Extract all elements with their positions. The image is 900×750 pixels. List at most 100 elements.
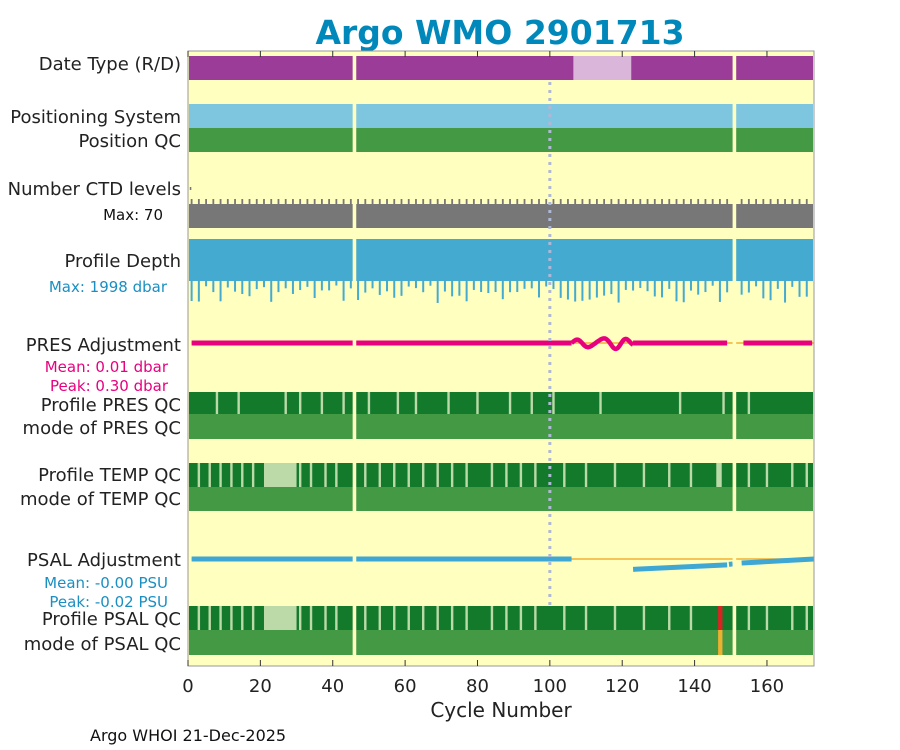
annotation-pres-peak: Peak: 0.30 dbar (50, 377, 169, 395)
chart-title: Argo WMO 2901713 (315, 13, 684, 52)
ctd-level-tick-131 (661, 199, 663, 204)
ctd-level-tick-107 (574, 199, 577, 204)
profile-depth-spike-153 (740, 281, 743, 295)
annotation-psal-peak: Peak: -0.02 PSU (49, 593, 168, 611)
profile-depth-spike-97 (537, 281, 540, 298)
ctd-level-tick-25 (277, 199, 280, 204)
ctd-level-tick-5 (205, 199, 207, 204)
gap-0-3 (352, 236, 357, 304)
qc-stripe-6-1 (237, 392, 240, 414)
row-labels: Date Type (R/D) Positioning System Posit… (8, 54, 181, 655)
ctd-level-tick-87 (501, 199, 504, 204)
profile-depth-spike-67 (429, 281, 432, 286)
qc-stripe-11-11 (378, 606, 381, 630)
qc-stripe-11-17 (465, 606, 468, 630)
qc-stripe-8-21 (534, 463, 537, 487)
qc-stripe-11-2 (219, 606, 222, 630)
profile-depth-spike-133 (668, 281, 671, 289)
qc-stripe-6-0 (215, 392, 219, 414)
ctd-level-tick-115 (603, 199, 606, 204)
profile-depth-spike-157 (755, 281, 758, 287)
profile-depth-spike-105 (566, 281, 569, 300)
gap-1-0 (732, 56, 737, 80)
profile-depth-spike-87 (501, 281, 504, 300)
profile-depth-spike-1 (190, 281, 193, 302)
qc-stripe-11-31 (805, 606, 808, 630)
qc-stripe-11-22 (563, 606, 566, 630)
ctd-level-tick-159 (762, 199, 765, 204)
ctd-level-tick-63 (415, 199, 417, 204)
qc-stripe-6-11 (508, 392, 512, 414)
ctd-max-marker (189, 187, 192, 190)
ctd-level-tick-133 (668, 199, 671, 204)
profile-depth-spike-147 (718, 281, 721, 302)
ctd-level-tick-77 (465, 199, 468, 204)
profile-depth-spike-117 (610, 281, 613, 295)
ctd-level-tick-39 (328, 199, 331, 204)
profile-depth-spike-131 (661, 281, 664, 298)
profile-depth-spike-21 (262, 281, 265, 288)
ctd-level-tick-119 (617, 199, 620, 204)
qc-stripe-11-18 (490, 606, 494, 630)
row-label-profile-psal-qc: Profile PSAL QC (42, 609, 181, 630)
ctd-level-tick-47 (357, 199, 359, 204)
profile-depth-spike-137 (682, 281, 685, 303)
profile-depth-spike-17 (248, 281, 251, 297)
profile-depth-spike-141 (697, 281, 700, 295)
ctd-level-tick-67 (429, 199, 432, 204)
psal-adjustment-trend-a (632, 562, 728, 572)
profile-depth-spike-161 (769, 281, 772, 301)
ctd-level-tick-13 (234, 199, 236, 204)
row-bar-1 (189, 104, 813, 128)
row-label-mode-temp-qc: mode of TEMP QC (20, 489, 181, 510)
profile-depth-spike-109 (581, 281, 584, 301)
ctd-level-tick-11 (226, 199, 229, 204)
ctd-level-tick-125 (639, 199, 642, 204)
ctd-level-tick-117 (610, 199, 613, 204)
gap-0-1 (352, 104, 357, 152)
qc-stripe-11-10 (364, 606, 367, 630)
profile-depth-spike-45 (349, 281, 352, 289)
profile-depth-spike-25 (277, 281, 280, 293)
qc-stripe-8-17 (465, 463, 468, 487)
profile-depth-spike-85 (494, 281, 497, 292)
ctd-level-tick-41 (335, 199, 338, 204)
row-label-profile-pres-qc: Profile PRES QC (41, 395, 181, 416)
row-segment-11-0 (263, 606, 297, 630)
profile-depth-spike-33 (306, 281, 309, 287)
qc-stripe-6-5 (342, 392, 345, 414)
ctd-level-tick-167 (791, 199, 794, 204)
ctd-levels-bars (189, 187, 813, 228)
qc-stripe-8-1 (208, 463, 211, 487)
qc-stripe-11-6 (298, 606, 302, 630)
ctd-level-tick-97 (538, 199, 540, 204)
qc-stripe-8-4 (241, 463, 244, 487)
qc-stripe-8-10 (364, 463, 367, 487)
row-label-ctd-levels: Number CTD levels (8, 179, 181, 200)
profile-depth-spike-13 (234, 281, 237, 292)
qc-stripe-8-29 (765, 463, 769, 487)
qc-stripe-8-30 (791, 463, 794, 487)
profile-depth-spike-5 (205, 281, 208, 287)
qc-stripe-6-14 (599, 392, 602, 414)
ctd-level-tick-161 (769, 199, 772, 204)
annotation-psal-mean: Mean: -0.00 PSU (44, 574, 168, 592)
profile-depth-spike-15 (241, 281, 244, 295)
ctd-level-tick-149 (726, 199, 729, 204)
qc-stripe-8-12 (393, 463, 396, 487)
qc-stripe-11-19 (505, 606, 508, 630)
profile-depth-spike-31 (299, 281, 302, 291)
qc-stripe-8-0 (197, 463, 201, 487)
row-label-position-qc: Position QC (78, 131, 181, 152)
ctd-level-tick-55 (386, 199, 388, 204)
qc-stripe-11-21 (534, 606, 537, 630)
annotation-depth-max: Max: 1998 dbar (49, 278, 168, 296)
gap-0-7 (352, 553, 357, 575)
row-label-profile-depth: Profile Depth (64, 251, 181, 272)
gap-0-2 (352, 185, 357, 232)
row-segment-11-1 (718, 606, 723, 630)
qc-stripe-11-8 (324, 606, 327, 630)
ctd-level-tick-1 (190, 199, 193, 204)
ctd-level-tick-23 (270, 199, 273, 204)
qc-stripe-8-24 (613, 463, 617, 487)
